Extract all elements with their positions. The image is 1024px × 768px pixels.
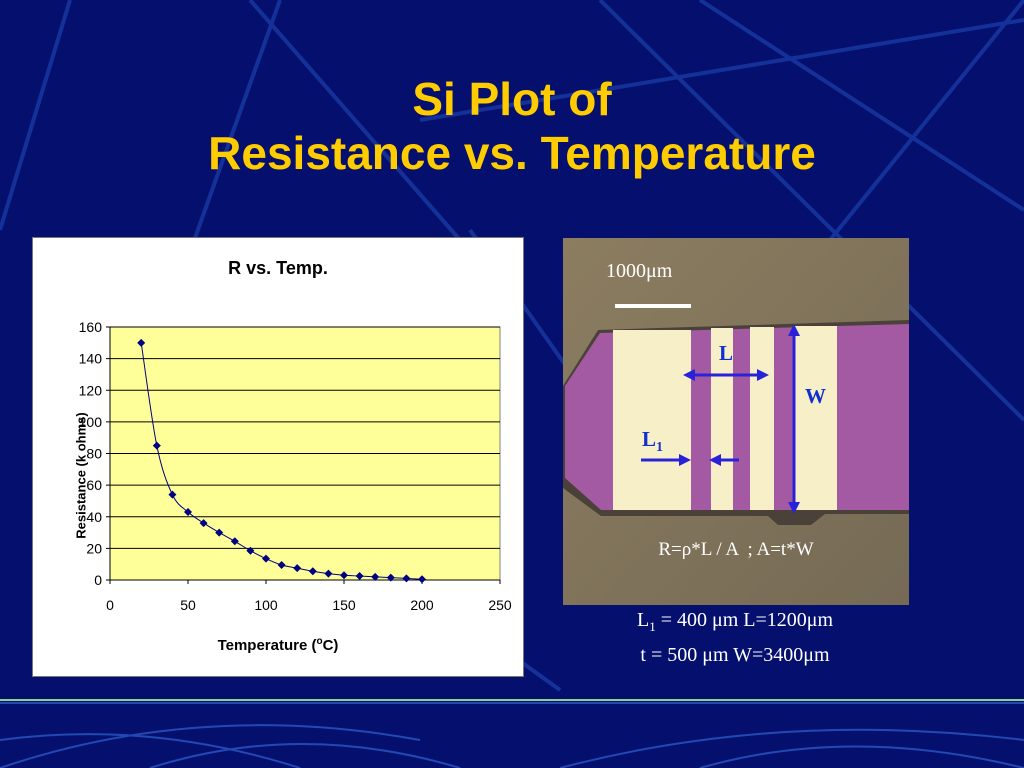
data-point [386,573,395,582]
x-tick-label: 200 [410,597,434,613]
y-tick-label: 40 [86,509,102,525]
micrograph-image [563,238,909,605]
scale-bar-label: 1000μm [606,260,673,282]
label-L1-main: L [642,427,657,451]
y-tick-label: 160 [79,319,103,335]
x-tick-label: 0 [106,597,114,613]
chart-svg: 0 20 40 60 80 100 120 140 160 0 50 100 150 200 250 [79,319,512,613]
label-L1-sub: 1 [656,440,664,456]
label-L1: L1 [642,427,663,456]
y-tick-label: 100 [79,414,103,430]
data-point [371,572,380,581]
data-point [262,554,270,563]
caption-line-2: t = 500 μm W=3400μm [640,644,830,666]
data-point [230,537,239,546]
data-point [355,572,364,581]
y-tick-label: 140 [79,351,103,367]
data-point [340,571,348,580]
data-point [215,528,224,537]
caption-L1-sub: 1 [649,619,656,634]
data-point [152,441,161,450]
caption-line-1-rest: = 400 μm L=1200μm [655,609,834,631]
caption-line-1: L1 = 400 μm L=1200μm [595,606,875,641]
micrograph-photo: 1000μm L W L1 R=ρ*L / A ; A=t*W [563,238,909,605]
resistance-formula: R=ρ*L / A ; A=t*W [658,539,814,560]
data-point [308,567,317,576]
y-axis-label: Resistance (k ohms) [73,412,89,539]
x-tick-label: 100 [254,597,278,613]
chart-panel: 0 20 40 60 80 100 120 140 160 0 50 100 150 200 250 R v… [32,237,524,677]
x-axis-label: Temperature (oC) [33,636,523,654]
data-point [277,560,286,569]
y-tick-label: 80 [86,446,102,462]
data-point [293,564,302,573]
title-line-2: Resistance vs. Temperature [208,127,816,179]
x-tick-label: 50 [180,597,196,613]
data-point [168,490,177,499]
y-tick-label: 120 [79,382,103,398]
x-tick-label: 150 [332,597,356,613]
chart-title: R vs. Temp. [228,258,328,278]
data-point [184,508,192,517]
data-point [418,575,426,584]
dimension-caption: L1 = 400 μm L=1200μm t = 500 μm W=3400μm [595,606,875,670]
x-axis-label-text: Temperature ( [217,637,317,654]
label-W: W [805,384,826,408]
data-point [402,574,411,583]
x-axis-label-unit: C) [322,637,339,654]
y-tick-label: 20 [86,540,102,556]
y-tick-label: 60 [86,477,102,493]
x-tick-label: 250 [488,597,512,613]
slide-title: Si Plot of Resistance vs. Temperature [0,72,1024,180]
y-tick-label: 0 [94,572,102,588]
data-point [324,569,333,578]
data-point [137,338,146,347]
label-L: L [719,341,734,365]
title-line-1: Si Plot of [412,73,612,125]
x-axis-label-degree: o [316,636,323,647]
caption-L1: L [636,609,650,631]
data-point [199,519,208,528]
data-point [246,546,255,555]
